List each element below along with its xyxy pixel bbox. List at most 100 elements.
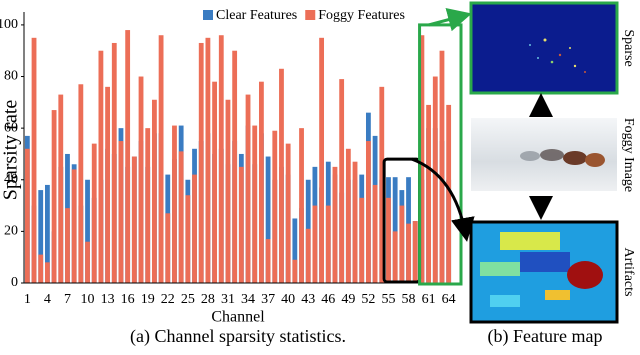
bar xyxy=(392,231,398,283)
x-tick-label: 58 xyxy=(402,292,416,307)
bar xyxy=(85,241,90,283)
bar xyxy=(312,205,318,283)
x-tick-label: 52 xyxy=(361,292,375,307)
bar xyxy=(225,99,231,283)
bar xyxy=(332,166,338,283)
bar xyxy=(212,81,218,283)
bar xyxy=(111,42,117,283)
x-tick-label: 19 xyxy=(141,292,155,307)
bar xyxy=(325,205,331,283)
artifacts-image xyxy=(469,220,619,324)
bar xyxy=(292,218,298,283)
bar xyxy=(272,130,278,283)
bar xyxy=(238,166,244,283)
arrow xyxy=(411,157,475,242)
image-label: Foggy Image xyxy=(621,118,636,192)
bar xyxy=(71,169,77,283)
x-tick-label: 64 xyxy=(442,292,456,307)
legend-swatch xyxy=(203,10,213,20)
bar xyxy=(292,259,298,283)
x-tick-label: 7 xyxy=(64,292,71,307)
bar xyxy=(365,141,371,283)
bar xyxy=(205,37,211,283)
bar xyxy=(78,84,84,284)
bar xyxy=(406,223,411,283)
x-tick-label: 13 xyxy=(101,292,115,307)
legend-label: Foggy Features xyxy=(318,8,405,23)
bar xyxy=(285,143,291,283)
bar xyxy=(125,30,131,283)
bar xyxy=(158,35,164,283)
bar xyxy=(299,128,304,283)
bar xyxy=(58,94,64,283)
bar xyxy=(65,208,70,283)
bar xyxy=(138,76,144,284)
bar xyxy=(386,197,391,283)
bar xyxy=(426,104,432,284)
x-tick-label: 25 xyxy=(181,292,195,307)
legend-label: Clear Features xyxy=(216,8,297,23)
x-tick-label: 1 xyxy=(24,292,31,307)
x-tick-label: 40 xyxy=(281,292,295,307)
x-tick-label: 31 xyxy=(221,292,235,307)
bar xyxy=(91,143,97,283)
arrow xyxy=(428,8,472,32)
sparse-image xyxy=(469,1,619,95)
bar xyxy=(279,68,284,284)
x-tick-label: 4 xyxy=(44,292,51,307)
bar xyxy=(172,125,177,283)
bar xyxy=(372,184,378,283)
bar xyxy=(392,177,398,283)
y-tick-label: 80 xyxy=(4,69,18,84)
image-label: Artifacts xyxy=(621,248,636,297)
y-tick-label: 40 xyxy=(4,172,18,187)
x-tick-label: 28 xyxy=(201,292,215,307)
bar xyxy=(44,262,50,283)
highlight-box xyxy=(418,23,463,286)
x-tick-label: 34 xyxy=(241,292,255,307)
bar xyxy=(359,197,365,283)
x-tick-label: 61 xyxy=(422,292,436,307)
bar xyxy=(419,35,425,283)
bar xyxy=(38,254,44,283)
bar xyxy=(446,104,452,284)
bar xyxy=(105,86,111,283)
y-axis-title: Sparsity rate xyxy=(0,100,22,201)
bar xyxy=(38,190,44,283)
bar xyxy=(192,174,197,283)
bar xyxy=(345,148,351,283)
y-tick-label: 60 xyxy=(4,120,18,135)
caption: (b) Feature map xyxy=(488,326,603,347)
bar xyxy=(118,141,124,283)
bar xyxy=(379,86,385,283)
bar xyxy=(352,161,358,283)
bar xyxy=(185,195,191,283)
caption: (a) Channel sparsity statistics. xyxy=(130,326,346,347)
bar xyxy=(85,179,90,283)
bar xyxy=(439,50,445,283)
bar xyxy=(31,37,37,283)
x-tick-label: 49 xyxy=(341,292,355,307)
bar xyxy=(399,205,405,283)
x-axis-title: Channel xyxy=(211,309,265,326)
y-tick-label: 20 xyxy=(4,224,18,239)
bar xyxy=(412,221,418,283)
y-tick-label: 100 xyxy=(0,17,18,32)
y-tick-label: 0 xyxy=(11,275,18,290)
x-tick-label: 16 xyxy=(121,292,135,307)
bar xyxy=(145,128,151,283)
bar xyxy=(252,125,258,283)
bar xyxy=(151,99,157,283)
bar xyxy=(24,148,30,283)
bar xyxy=(198,42,204,283)
bar xyxy=(165,213,171,283)
bar xyxy=(44,184,50,283)
x-tick-label: 22 xyxy=(161,292,175,307)
bar xyxy=(178,151,184,283)
x-tick-label: 10 xyxy=(81,292,95,307)
bar xyxy=(305,228,311,283)
x-tick-label: 43 xyxy=(301,292,315,307)
foggy-image xyxy=(471,118,617,191)
x-tick-label: 37 xyxy=(261,292,275,307)
